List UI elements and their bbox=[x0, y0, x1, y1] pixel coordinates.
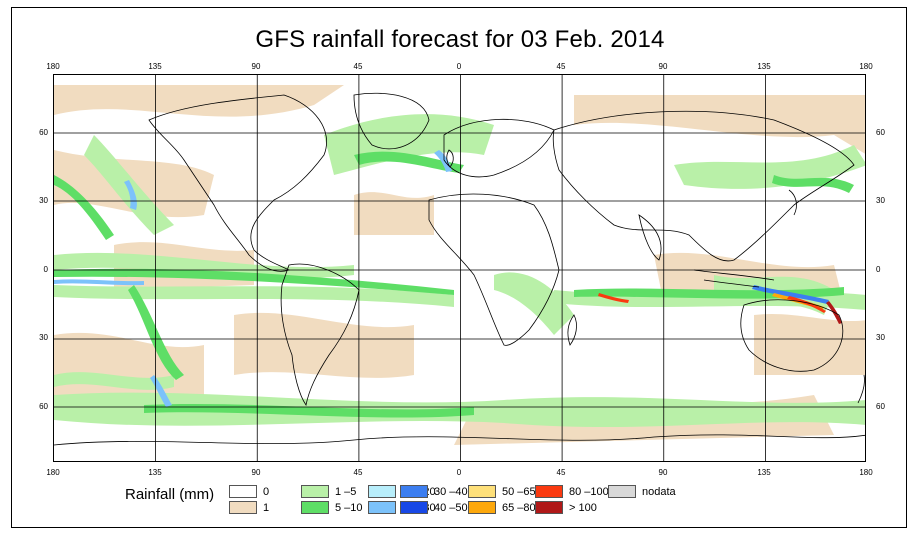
lon-tick-bottom-0: 0 bbox=[456, 468, 462, 477]
legend-swatch bbox=[468, 485, 496, 498]
coastlines bbox=[54, 92, 865, 446]
japan-outline bbox=[788, 189, 797, 216]
legend-item-3: 5 –10 bbox=[301, 501, 363, 514]
legend-swatch bbox=[301, 485, 329, 498]
africa-outline bbox=[428, 193, 560, 346]
legend-label: 30 –40 bbox=[434, 485, 468, 498]
lon-tick-top-45e: 45 bbox=[556, 62, 566, 71]
chart-title: GFS rainfall forecast for 03 Feb. 2014 bbox=[255, 26, 665, 53]
legend-item-10: 80 –100 bbox=[535, 485, 609, 498]
lat-tick-right-30n: 30 bbox=[876, 196, 885, 205]
legend-label: 1 –5 bbox=[335, 485, 357, 498]
lat-tick-right-60s: 60 bbox=[876, 402, 885, 411]
lat-tick-right-60n: 60 bbox=[876, 128, 885, 137]
lon-tick-bottom-135e: 135 bbox=[757, 468, 771, 477]
lon-tick-bottom-180w: 180 bbox=[46, 468, 60, 477]
legend-label: 1 bbox=[263, 501, 270, 514]
north-america-outline bbox=[148, 94, 327, 272]
lat-tick-left-30n: 30 bbox=[39, 196, 48, 205]
legend-label: 0 bbox=[263, 485, 270, 498]
lon-tick-bottom-90e: 90 bbox=[658, 468, 668, 477]
legend-item-8: 50 –65 bbox=[468, 485, 536, 498]
legend-swatch bbox=[368, 485, 396, 498]
legend-swatch bbox=[608, 485, 636, 498]
legend-swatch bbox=[535, 501, 563, 514]
legend-item-2: 1 –5 bbox=[301, 485, 356, 498]
lon-tick-top-180w: 180 bbox=[46, 62, 60, 71]
legend-item-1: 1 bbox=[229, 501, 269, 514]
lon-tick-bottom-135w: 135 bbox=[148, 468, 162, 477]
map-canvas bbox=[54, 75, 865, 461]
asia-outline bbox=[552, 110, 855, 262]
figure-frame bbox=[11, 7, 907, 528]
lon-tick-bottom-180e: 180 bbox=[859, 468, 873, 477]
legend-swatch bbox=[229, 485, 257, 498]
legend-item-0: 0 bbox=[229, 485, 269, 498]
legend-label: 5 –10 bbox=[335, 501, 363, 514]
lon-tick-bottom-45w: 45 bbox=[353, 468, 363, 477]
rain-1-5mm-areas bbox=[54, 114, 865, 427]
legend-swatch bbox=[400, 485, 428, 498]
legend-item-9: 65 –80 bbox=[468, 501, 536, 514]
legend-swatch bbox=[400, 501, 428, 514]
lon-tick-top-180e: 180 bbox=[859, 62, 873, 71]
australia-outline bbox=[740, 299, 844, 372]
legend-swatch bbox=[229, 501, 257, 514]
legend-label: > 100 bbox=[569, 501, 597, 514]
antarctica-outline bbox=[54, 434, 865, 446]
legend-item-6: 30 –40 bbox=[400, 485, 468, 498]
lat-tick-left-30s: 30 bbox=[39, 333, 48, 342]
legend-label: nodata bbox=[642, 485, 676, 498]
lon-tick-bottom-45e: 45 bbox=[556, 468, 566, 477]
lon-tick-top-90e: 90 bbox=[658, 62, 668, 71]
lon-tick-bottom-90w: 90 bbox=[251, 468, 261, 477]
legend-label: 65 –80 bbox=[502, 501, 536, 514]
legend-label: 80 –100 bbox=[569, 485, 609, 498]
lat-tick-left-0: 0 bbox=[43, 265, 48, 274]
rainfall-map bbox=[53, 74, 866, 462]
lon-tick-top-0: 0 bbox=[456, 62, 462, 71]
rain-1mm-areas bbox=[54, 85, 865, 445]
lat-tick-left-60s: 60 bbox=[39, 402, 48, 411]
lon-tick-top-45w: 45 bbox=[353, 62, 363, 71]
legend-item-11: > 100 bbox=[535, 501, 597, 514]
lat-tick-left-60n: 60 bbox=[39, 128, 48, 137]
legend-swatch bbox=[301, 501, 329, 514]
lat-tick-right-0: 0 bbox=[876, 265, 881, 274]
europe-outline bbox=[443, 118, 555, 178]
legend-label: 50 –65 bbox=[502, 485, 536, 498]
new-zealand-outline bbox=[857, 374, 865, 404]
legend-label: 40 –50 bbox=[434, 501, 468, 514]
legend-item-12: nodata bbox=[608, 485, 676, 498]
madagascar-outline bbox=[567, 314, 577, 346]
south-america-outline bbox=[280, 263, 360, 406]
legend-item-7: 40 –50 bbox=[400, 501, 468, 514]
legend-title: Rainfall (mm) bbox=[125, 486, 215, 503]
lon-tick-top-90w: 90 bbox=[251, 62, 261, 71]
legend-swatch bbox=[535, 485, 563, 498]
lon-tick-top-135w: 135 bbox=[148, 62, 162, 71]
greenland-outline bbox=[353, 92, 430, 150]
lon-tick-top-135e: 135 bbox=[757, 62, 771, 71]
legend-swatch bbox=[468, 501, 496, 514]
lat-tick-right-30s: 30 bbox=[876, 333, 885, 342]
india-outline bbox=[638, 214, 662, 261]
legend-swatch bbox=[368, 501, 396, 514]
uk-outline bbox=[446, 149, 454, 168]
graticule bbox=[54, 75, 865, 461]
